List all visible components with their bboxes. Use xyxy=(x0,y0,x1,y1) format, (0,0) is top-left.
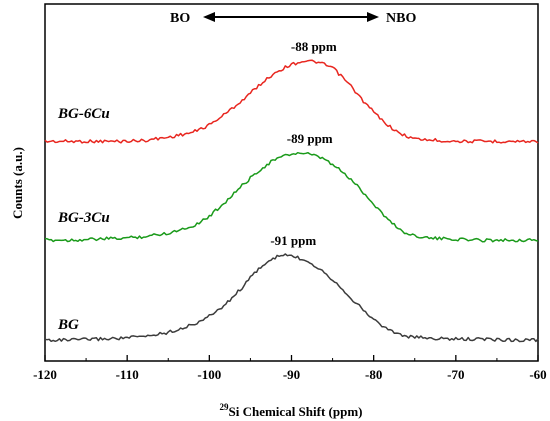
x-tick-label: -70 xyxy=(447,367,464,382)
x-tick-label: -60 xyxy=(529,367,546,382)
x-axis-title-main: Si Chemical Shift (ppm) xyxy=(229,404,363,419)
bo-nbo-annotation: BO NBO xyxy=(170,11,416,26)
series-layer xyxy=(44,59,539,343)
x-tick-label: -90 xyxy=(283,367,300,382)
arrow-head-right-icon xyxy=(367,12,379,22)
nbo-label: NBO xyxy=(386,11,416,26)
peak-label: -91 ppm xyxy=(270,233,316,248)
series-name-label: BG xyxy=(57,317,79,333)
labels-layer: BG-6Cu -88 ppm BG-3Cu -89 ppm BG -91 ppm xyxy=(57,39,337,333)
series-name-label: BG-6Cu xyxy=(57,106,110,122)
x-tick-label: -100 xyxy=(197,367,221,382)
x-tick-label: -120 xyxy=(33,367,57,382)
peak-label: -89 ppm xyxy=(287,131,333,146)
plot-frame xyxy=(44,3,539,362)
x-tick-label: -80 xyxy=(365,367,382,382)
x-tick-label: -110 xyxy=(116,367,139,382)
x-axis-ticks: -120 -110 -100 -90 -80 -70 -60 xyxy=(33,355,547,382)
series-line-bg xyxy=(44,253,539,343)
x-axis-title-superscript: 29 xyxy=(220,402,230,412)
peak-label: -88 ppm xyxy=(291,39,337,54)
series-line-bg-6cu xyxy=(44,59,539,144)
x-axis-title: 29Si Chemical Shift (ppm) xyxy=(220,402,363,419)
series-line-bg-3cu xyxy=(44,151,539,243)
bo-label: BO xyxy=(170,11,190,26)
series-name-label: BG-3Cu xyxy=(57,210,110,226)
y-axis-title: Counts (a.u.) xyxy=(10,147,25,219)
arrow-head-left-icon xyxy=(203,12,215,22)
